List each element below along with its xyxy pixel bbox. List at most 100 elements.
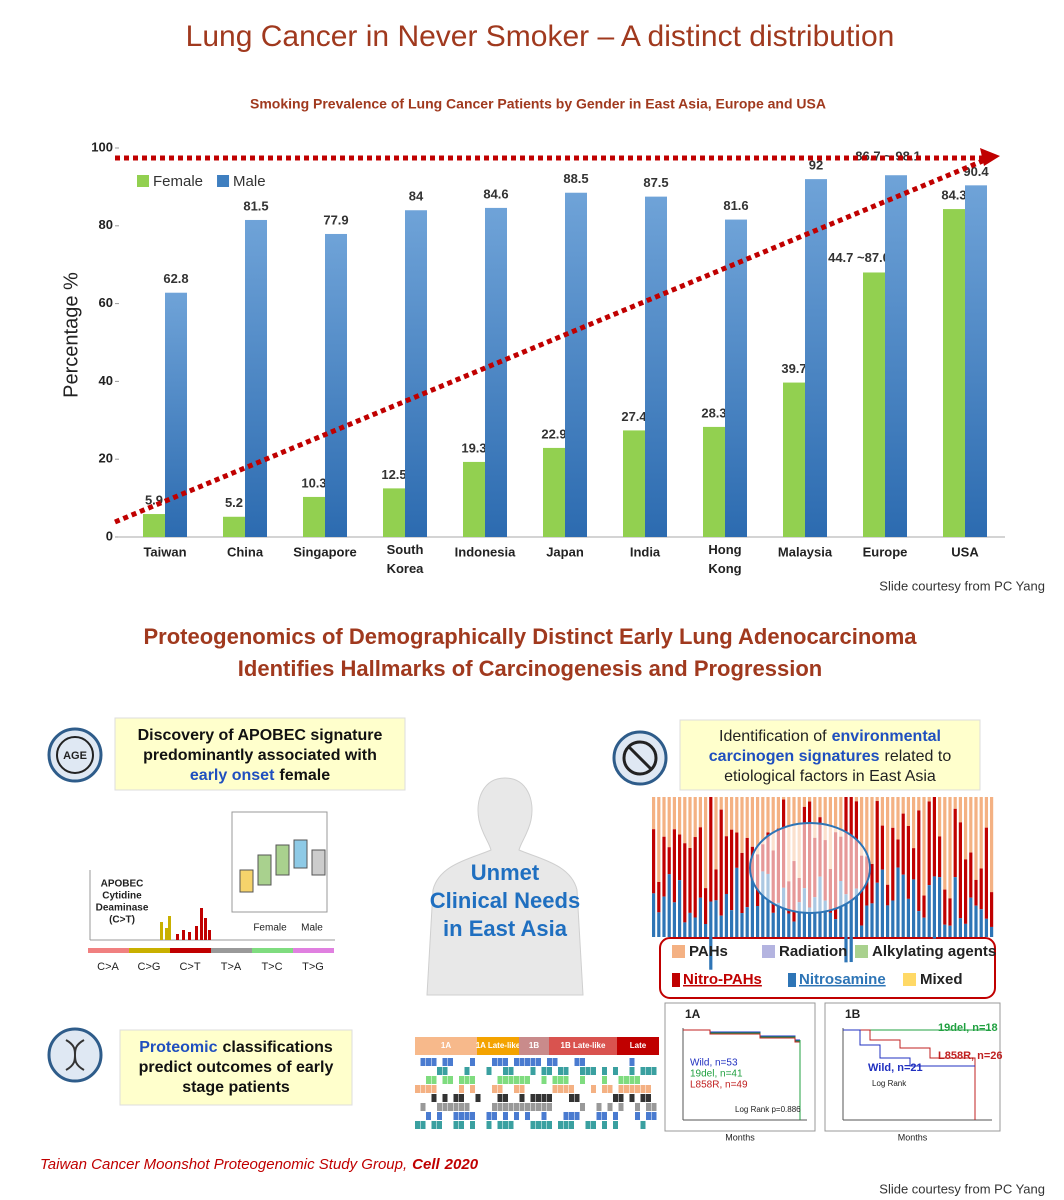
mini-stack	[724, 797, 728, 837]
heat-cell	[459, 1112, 464, 1120]
heat-cell	[580, 1067, 585, 1075]
mini-stack	[880, 825, 884, 870]
heat-cell	[497, 1094, 503, 1102]
y-tick-label: 100	[91, 139, 113, 154]
heat-cell	[426, 1076, 431, 1084]
mini-stack	[912, 848, 916, 880]
legend-label: Nitro-PAHs	[683, 971, 762, 988]
x-tick-label: South Korea	[387, 542, 425, 576]
stage-band	[519, 1037, 549, 1055]
mini-stack	[958, 797, 962, 823]
legend-swatch	[855, 945, 868, 958]
mini-stack	[808, 907, 812, 937]
mini-stack	[932, 876, 936, 939]
mini-stack	[984, 797, 988, 828]
mini-stack	[766, 797, 770, 833]
legend-label: Nitrosamine	[799, 971, 886, 988]
legend-swatch	[672, 973, 680, 987]
mini-stack	[745, 837, 749, 908]
callout-text: etiological factors in East Asia	[724, 768, 936, 785]
mini-stack	[912, 879, 916, 937]
heat-cell	[497, 1076, 503, 1084]
mini-stack	[865, 905, 869, 937]
mini-stack	[730, 797, 734, 830]
mini-bar	[160, 922, 163, 940]
mini-stack	[964, 923, 968, 937]
mutation-strip	[129, 948, 170, 953]
mini-stack	[849, 900, 853, 963]
bar	[383, 488, 405, 537]
mini-stack	[834, 797, 838, 833]
heat-cell	[635, 1112, 640, 1120]
heat-cell	[646, 1103, 651, 1111]
mini-stack	[813, 897, 817, 937]
mini-stack	[969, 797, 973, 853]
heat-cell	[646, 1112, 651, 1120]
heat-cell	[552, 1085, 558, 1093]
mini-stack	[730, 910, 734, 937]
mini-stack	[719, 915, 723, 937]
mini-stack	[964, 797, 968, 860]
mini-stack	[922, 797, 926, 896]
mini-stack	[948, 898, 952, 926]
value-label: 5.2	[225, 495, 243, 510]
heat-cell	[497, 1085, 503, 1093]
annotation: 44.7 ~87.0	[828, 250, 890, 265]
mini-stack	[714, 869, 718, 901]
heat-cell	[635, 1103, 640, 1111]
heat-cell	[431, 1094, 437, 1102]
mini-bar	[204, 918, 207, 940]
bar	[543, 447, 565, 537]
mini-bar	[176, 934, 179, 940]
km-note: Log Rank p=0.886	[735, 1105, 801, 1114]
heat-cell	[640, 1094, 646, 1102]
mini-stack	[860, 797, 864, 856]
mini-stack	[787, 913, 791, 937]
heat-cell	[591, 1067, 596, 1075]
heat-cell	[585, 1067, 591, 1075]
y-tick-label: 20	[99, 451, 113, 466]
mini-box	[257, 854, 272, 886]
heat-cell	[448, 1076, 453, 1084]
heat-cell	[646, 1094, 651, 1102]
figure-label: (C>T)	[109, 915, 135, 926]
heat-cell	[602, 1067, 607, 1075]
bar	[325, 233, 347, 537]
heat-cell	[514, 1076, 519, 1084]
mutation-strip	[252, 948, 293, 953]
heat-cell	[420, 1058, 426, 1066]
mini-stack	[652, 893, 656, 937]
heat-cell	[492, 1103, 497, 1111]
mutation-label: T>A	[221, 961, 242, 973]
heat-cell	[585, 1121, 591, 1129]
y-tick-label: 0	[106, 528, 113, 543]
mutation-strip	[170, 948, 211, 953]
center-text: in East Asia	[443, 916, 568, 941]
mini-stack	[776, 797, 780, 829]
heat-cell	[492, 1112, 497, 1120]
mini-bar	[208, 930, 211, 940]
heat-cell	[442, 1058, 448, 1066]
value-label: 22.9	[541, 426, 566, 441]
mini-stack	[714, 797, 718, 870]
mini-stack	[906, 797, 910, 826]
heat-cell	[530, 1067, 536, 1075]
stage-label: 1A	[441, 1041, 451, 1050]
icon	[56, 736, 94, 774]
heat-cell	[624, 1085, 629, 1093]
mini-stack	[974, 905, 978, 937]
heat-cell	[519, 1085, 525, 1093]
x-tick-label: China	[227, 544, 264, 559]
mini-stack	[802, 797, 806, 807]
heat-cell	[519, 1058, 525, 1066]
heat-cell	[464, 1076, 470, 1084]
legend-swatch	[762, 945, 775, 958]
mutation-label: C>G	[138, 961, 161, 973]
text-segment: environmental	[832, 728, 941, 745]
heat-cell	[569, 1094, 574, 1102]
heat-cell	[640, 1121, 646, 1129]
mini-stack	[953, 797, 957, 809]
text-segment: related to	[885, 748, 952, 765]
mutation-strip	[211, 948, 252, 953]
mini-stack	[693, 917, 697, 937]
